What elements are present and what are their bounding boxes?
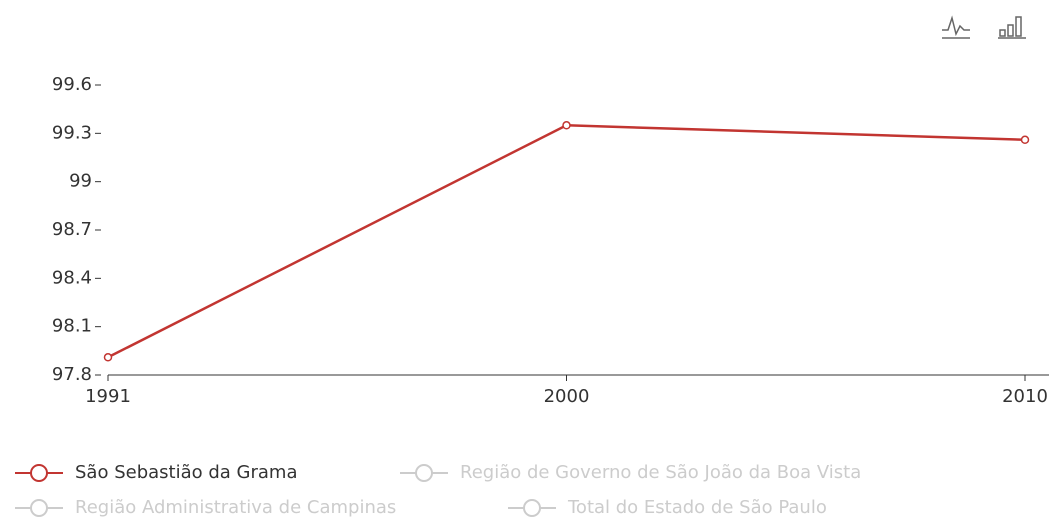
legend-label: Região Administrativa de Campinas — [75, 497, 396, 517]
legend-icon — [415, 464, 433, 482]
series-line — [107, 124, 1026, 359]
legend-item[interactable]: Total do Estado de São Paulo — [508, 497, 827, 517]
y-tick-label: 98.1 — [52, 316, 92, 337]
legend-item[interactable]: São Sebastião da Grama — [15, 462, 297, 483]
legend-icon — [30, 464, 48, 482]
legend-item[interactable]: Região de Governo de São João da Boa Vis… — [400, 462, 861, 483]
x-tick-label: 1991 — [85, 386, 131, 407]
legend-icon — [30, 499, 48, 517]
legend-label: Região de Governo de São João da Boa Vis… — [460, 462, 861, 483]
legend-label: São Sebastião da Grama — [75, 462, 297, 483]
y-tick-label: 99.3 — [52, 122, 92, 143]
y-tick-label: 98.4 — [52, 267, 92, 288]
y-tick-label: 97.8 — [52, 364, 92, 385]
x-tick-label: 2010 — [1002, 386, 1048, 407]
y-tick-label: 99.6 — [52, 74, 92, 95]
bar-switch-button[interactable] — [996, 12, 1028, 42]
y-tick-label: 98.7 — [52, 219, 92, 240]
data-point — [562, 121, 571, 130]
data-point — [1020, 135, 1030, 145]
toolbox — [938, 12, 1028, 42]
x-tick-label: 2000 — [544, 386, 590, 407]
data-point — [103, 353, 113, 362]
legend-item[interactable]: Região Administrativa de Campinas — [15, 497, 396, 517]
y-tick-label: 99 — [69, 171, 92, 192]
legend-label: Total do Estado de São Paulo — [567, 497, 827, 517]
line-switch-button[interactable] — [938, 12, 974, 42]
legend-icon — [523, 499, 541, 517]
